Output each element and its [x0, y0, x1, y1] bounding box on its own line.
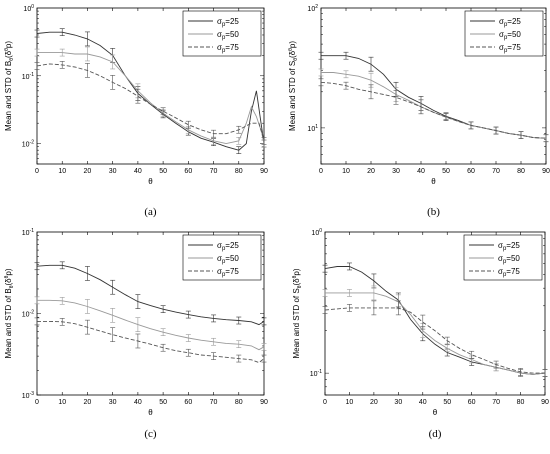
legend-box — [463, 234, 543, 281]
panel-caption: (a) — [144, 206, 157, 218]
x-axis-label: θ — [433, 408, 438, 417]
x-tick-label: 70 — [210, 168, 218, 175]
x-tick-label: 40 — [417, 168, 425, 175]
x-tick-label: 0 — [35, 399, 39, 406]
series-line — [320, 81, 547, 139]
y-tick-label: 10-2 — [22, 310, 34, 319]
panel-caption: (c) — [144, 428, 157, 440]
x-tick-label: 10 — [58, 399, 66, 406]
x-tick-label: 40 — [134, 168, 142, 175]
y-axis-label: Mean and STD of Bθ(δθp) — [4, 41, 15, 131]
x-tick-label: 90 — [260, 168, 268, 175]
x-tick-label: 60 — [467, 168, 475, 175]
x-tick-label: 40 — [419, 399, 427, 406]
y-tick-label: 10-3 — [22, 391, 34, 400]
x-tick-label: 10 — [58, 168, 66, 175]
x-tick-label: 0 — [319, 168, 323, 175]
x-tick-label: 80 — [235, 399, 243, 406]
x-tick-label: 20 — [84, 399, 92, 406]
legend-label: σp=25 — [217, 17, 239, 28]
x-tick-label: 0 — [323, 399, 327, 406]
y-tick-label: 10-2 — [22, 140, 34, 149]
x-tick-label: 80 — [517, 399, 525, 406]
x-tick-label: 90 — [260, 399, 268, 406]
x-tick-label: 70 — [492, 168, 500, 175]
x-tick-label: 20 — [367, 168, 375, 175]
x-tick-label: 10 — [346, 399, 354, 406]
x-tick-label: 50 — [442, 168, 450, 175]
x-tick-label: 60 — [468, 399, 476, 406]
legend-label: σp=25 — [499, 17, 521, 28]
x-axis-label: θ — [148, 177, 153, 186]
x-tick-label: 30 — [394, 399, 402, 406]
y-tick-label: 100 — [311, 228, 322, 237]
x-tick-label: 70 — [210, 399, 218, 406]
y-tick-label: 10-1 — [310, 369, 322, 378]
series-line — [36, 63, 265, 141]
panel-caption: (d) — [429, 428, 442, 440]
x-tick-label: 30 — [109, 399, 117, 406]
y-axis-label: Mean and STD of Sθ(δθp) — [292, 268, 303, 358]
legend-label: σp=75 — [217, 267, 239, 278]
series-line — [37, 299, 265, 351]
x-tick-label: 50 — [159, 399, 167, 406]
y-axis-label: Mean and STD of Sθ(δθp) — [288, 41, 299, 131]
legend-label: σp=25 — [498, 241, 520, 252]
chart-panel: 0 10 20 30 40 50 60 70 80 90 10-3 10-2 10-1 σp=25 σp=5… — [4, 228, 268, 440]
x-tick-label: 80 — [235, 168, 243, 175]
legend-box — [464, 10, 544, 57]
panel-caption: (b) — [427, 206, 440, 218]
legend-box — [182, 10, 262, 57]
x-tick-label: 70 — [492, 399, 500, 406]
x-tick-label: 20 — [84, 168, 92, 175]
x-tick-label: 90 — [542, 168, 550, 175]
y-tick-label: 101 — [307, 124, 318, 133]
legend-label: σp=50 — [217, 30, 239, 41]
legend-label: σp=50 — [217, 254, 239, 265]
legend-label: σp=75 — [498, 267, 520, 278]
legend-label: σp=75 — [499, 43, 521, 54]
x-tick-label: 50 — [159, 168, 167, 175]
x-tick-label: 0 — [35, 168, 39, 175]
series-line — [36, 31, 265, 151]
legend-label: σp=50 — [498, 254, 520, 265]
x-axis-label: θ — [431, 177, 436, 186]
chart-panel: 0 10 20 30 40 50 60 70 80 90 10-2 10-1 100 σp=25 σp=50… — [4, 4, 268, 218]
legend-label: σp=75 — [217, 43, 239, 54]
chart-panel: 0 10 20 30 40 50 60 70 80 90 10-1 100 σp=25 σp=50 σp=7… — [292, 228, 549, 440]
y-tick-label: 102 — [307, 4, 318, 13]
x-tick-label: 10 — [342, 168, 350, 175]
x-tick-label: 30 — [392, 168, 400, 175]
series-line — [36, 264, 265, 326]
x-tick-label: 60 — [184, 168, 192, 175]
series-line — [324, 307, 545, 374]
x-tick-label: 20 — [370, 399, 378, 406]
legend-box — [182, 234, 262, 281]
series-line — [325, 292, 546, 375]
y-tick-label: 10-1 — [22, 228, 34, 237]
y-axis-label: Mean and STD of Bθ(δθp) — [4, 268, 15, 358]
y-tick-label: 100 — [23, 4, 34, 13]
x-axis-label: θ — [148, 408, 153, 417]
x-tick-label: 40 — [134, 399, 142, 406]
x-tick-label: 90 — [541, 399, 549, 406]
series-line — [37, 52, 265, 145]
x-tick-label: 30 — [109, 168, 117, 175]
chart-panel: 0 10 20 30 40 50 60 70 80 90 101 102 σp=25 σp=50 σp=75… — [288, 4, 550, 218]
legend-label: σp=25 — [217, 241, 239, 252]
legend-label: σp=50 — [499, 30, 521, 41]
x-tick-label: 80 — [517, 168, 525, 175]
series-line — [37, 320, 265, 364]
y-tick-label: 10-1 — [22, 72, 34, 81]
x-tick-label: 60 — [184, 399, 192, 406]
x-tick-label: 50 — [443, 399, 451, 406]
